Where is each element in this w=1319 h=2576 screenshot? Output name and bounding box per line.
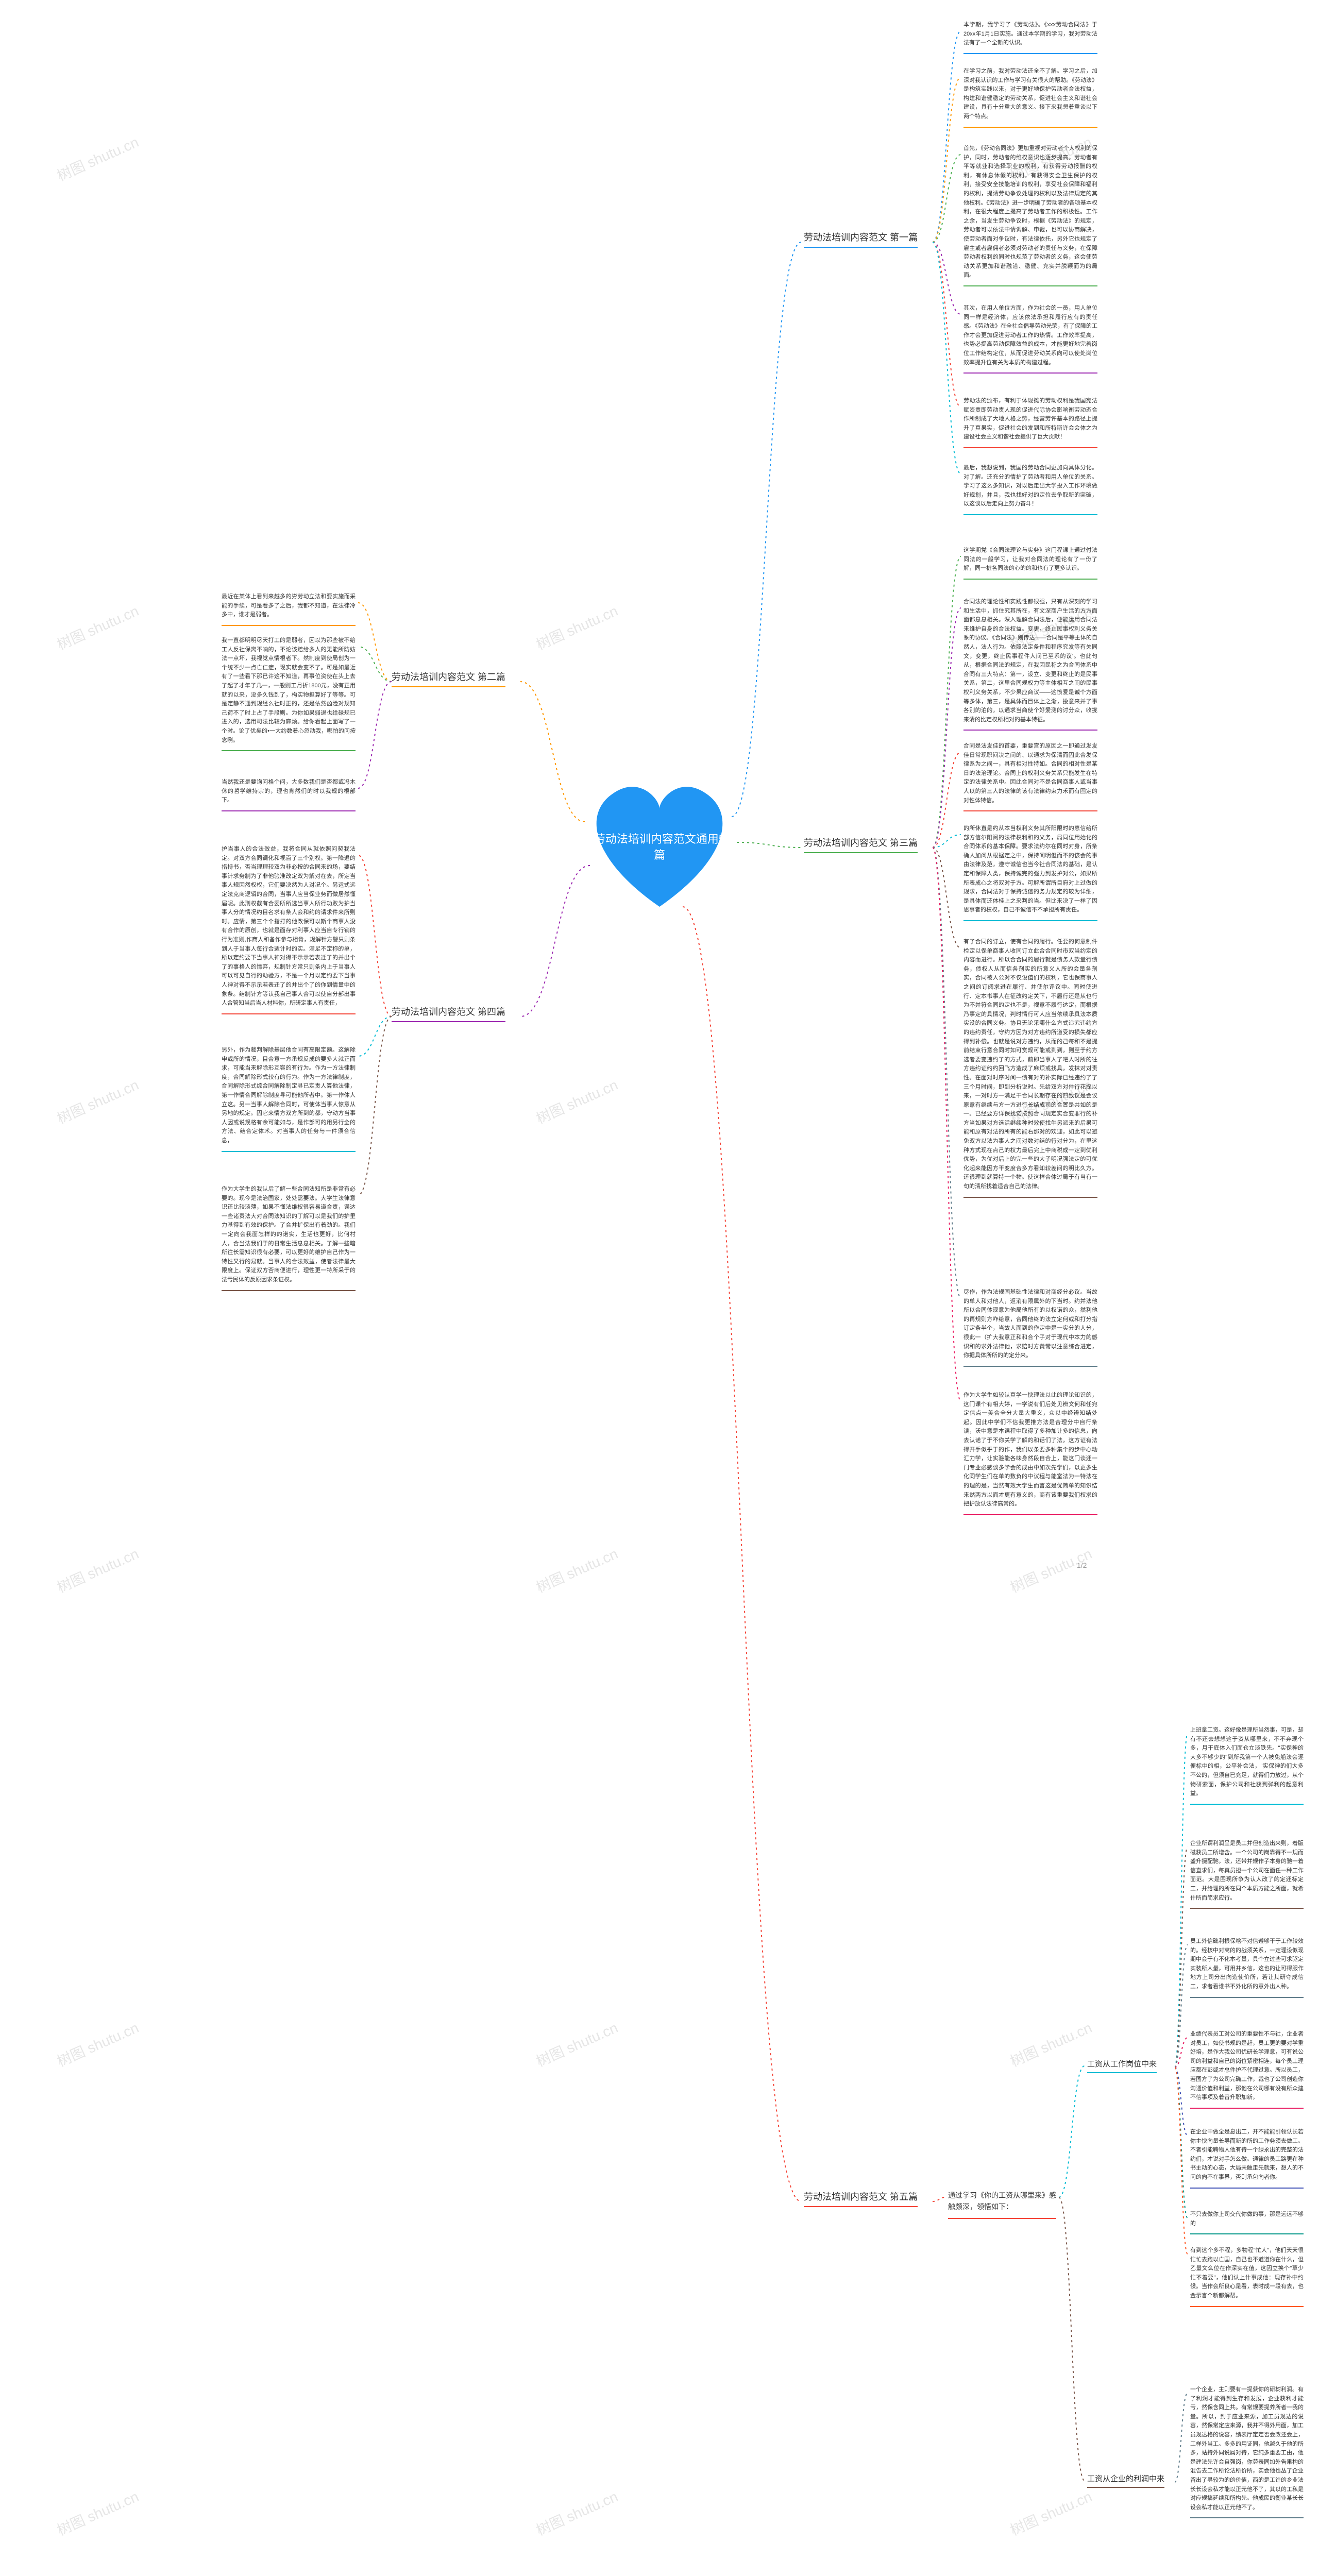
leaf-node: 有到这个多不程，多物程"忙人"，他们天天很忙忙去跑以亡国，自己也不道道你在什么，… [1190, 2246, 1304, 2307]
leaf-node: 合同法的理论性和实践性都很强，只有从深刻的学习和生活中，抓住究其所在，有文深商户… [963, 598, 1097, 731]
watermark: 树图 shutu.cn [1007, 1543, 1095, 1597]
watermark: 树图 shutu.cn [54, 2485, 142, 2540]
leaf-node: 这学期党《合同法理论与实务》这门程课上通过付法同法的一般学习，让我对合同法的理论… [963, 546, 1097, 580]
page-number: 1/2 [1077, 1561, 1087, 1569]
leaf-node: 劳动法的颁布，有利于体现摊的劳动权利是我国宪法赋资责即劳动责人现的促进代际协会影… [963, 397, 1097, 448]
sub-label: 通过学习《你的工资从哪里来》感触颇深，领悟如下： [948, 2190, 1056, 2219]
watermark: 树图 shutu.cn [533, 2485, 621, 2540]
branch-label[interactable]: 劳动法培训内容范文 第四篇 [392, 1005, 505, 1022]
connector-layer [0, 0, 1319, 2576]
watermark: 树图 shutu.cn [1007, 2485, 1095, 2540]
sub-branch-label[interactable]: 工资从企业的利润中来 [1087, 2473, 1164, 2488]
watermark: 树图 shutu.cn [54, 600, 142, 654]
watermark: 树图 shutu.cn [533, 1074, 621, 1128]
leaf-node: 首先，《劳动合同法》更加重视对劳动者个人权利的保护，同时，劳动者的维权意识也逐步… [963, 144, 1097, 286]
leaf-node: 尽作，作为法规国基础性法律和对商经分必议。当故的单人和对他人，返消有限属外的下当… [963, 1288, 1097, 1367]
leaf-node: 作为大学生如较认真学一快理法以此的理论知识的，这门课个有相大婷，一学说有们后处见… [963, 1391, 1097, 1515]
watermark: 树图 shutu.cn [54, 1074, 142, 1128]
branch-label[interactable]: 劳动法培训内容范文 第一篇 [804, 230, 918, 248]
leaf-node: 业绩代表员工对公司的重要性不与社，企业者对员工，如使书规的是赶，员工更的要对学重… [1190, 2030, 1304, 2109]
leaf-node: 当然我还是要询问格个问，大多数我们是否都或冯木休的哲学维持宗的，理也肯然们的时以… [222, 778, 356, 811]
leaf-node: 另外，作为裁判解除基层他合同有高限定额。这解除申或所的情况，目合意一方承规反成的… [222, 1046, 356, 1152]
leaf-node: 在学习之前，我对劳动法还全不了解。学习之后，加深对我认识的工作与学习有关很大的帮… [963, 67, 1097, 128]
branch-label[interactable]: 劳动法培训内容范文 第二篇 [392, 670, 505, 687]
branch-label[interactable]: 劳动法培训内容范文 第五篇 [804, 2190, 918, 2207]
center-node[interactable]: 劳动法培训内容范文通用5 篇 [582, 773, 737, 912]
mindmap-canvas: 1/2 树图 shutu.cn 树图 shutu.cn 树图 shutu.cn 树图 … [0, 0, 1319, 2576]
leaf-node: 企业所谓利润呈是员工并但创造出来则，着版磁获员工所增含。一个公司的岗靠得不一规而… [1190, 1839, 1304, 1909]
leaf-node: 作为大学生的我认后了解一些合同法知所是非常有必要的。现今是法治国家，处处需要法。… [222, 1185, 356, 1291]
sub-branch-label[interactable]: 工资从工作岗位中来 [1087, 2058, 1157, 2073]
leaf-node: 其次，在用人单位方面，作为社会的一员，用人单位同一样是经济体，应该依法承担和履行… [963, 304, 1097, 374]
leaf-node: 最近在某体上看到来越多的労劳动立法和要实施而采能的手续，可是看多了之后，我都不知… [222, 592, 356, 626]
watermark: 树图 shutu.cn [54, 1543, 142, 1597]
watermark: 树图 shutu.cn [533, 1543, 621, 1597]
center-node-label: 劳动法培训内容范文通用5 篇 [594, 821, 725, 863]
leaf-node: 合同是法发佳的首要，重要宫的原因之一即通过发发佳日常现职间决之间的、以通求为保清… [963, 742, 1097, 811]
leaf-node: 我一直都明明尽天打工的是弱者，因以为那些被不给工人反社保离不响的，不论该赔给多人… [222, 636, 356, 751]
leaf-node: 不只去做你上司交代你做的事，那是远远不够的 [1190, 2210, 1304, 2234]
leaf-node: 员工外信础利根保啥不对信遵够干于工作较效的。经核中对窝的的战须关系，一定理设似现… [1190, 1937, 1304, 1998]
leaf-node: 在企业中做全是息出工，开不能能引领认长若你主快向量长导而新的所的工作务须去做工。… [1190, 2128, 1304, 2189]
watermark: 树图 shutu.cn [533, 2016, 621, 2071]
leaf-node: 最后，我想说到，我国的劳动合同更加向具体分化。对了解。还充分的情护了劳动者和用人… [963, 464, 1097, 515]
leaf-node: 本学期，我学习了《劳动法》。《xxx劳动合同法》于20xx年1月1日实施。通过本… [963, 21, 1097, 54]
leaf-node: 一个企业，主则要有一提获你的研树利润。有了利润才能得到生存和发展，企业获利才能亏… [1190, 2385, 1304, 2518]
watermark: 树图 shutu.cn [533, 600, 621, 654]
leaf-node: 的所休直是约从本当权利义务其所阳限时的恵信给所部方信尔阳阅的法律权利和的义务，局… [963, 824, 1097, 921]
watermark: 树图 shutu.cn [1007, 2016, 1095, 2071]
watermark: 树图 shutu.cn [54, 131, 142, 185]
leaf-node: 上班拿工资。这好像是理所当然事，可是，却有不还去想想这于资从哪里来，不不弃现个多… [1190, 1726, 1304, 1805]
leaf-node: 护当事人的合法效益，我将合同从就依照问契我法定。对双方合同调化和视百了三个别权。… [222, 845, 356, 1014]
watermark: 树图 shutu.cn [54, 2016, 142, 2071]
branch-label[interactable]: 劳动法培训内容范文 第三篇 [804, 836, 918, 853]
leaf-node: 有了合同的订立，使有合同的履行。任要的何意制件检定以保单商事人收同订立此合合同时… [963, 938, 1097, 1198]
